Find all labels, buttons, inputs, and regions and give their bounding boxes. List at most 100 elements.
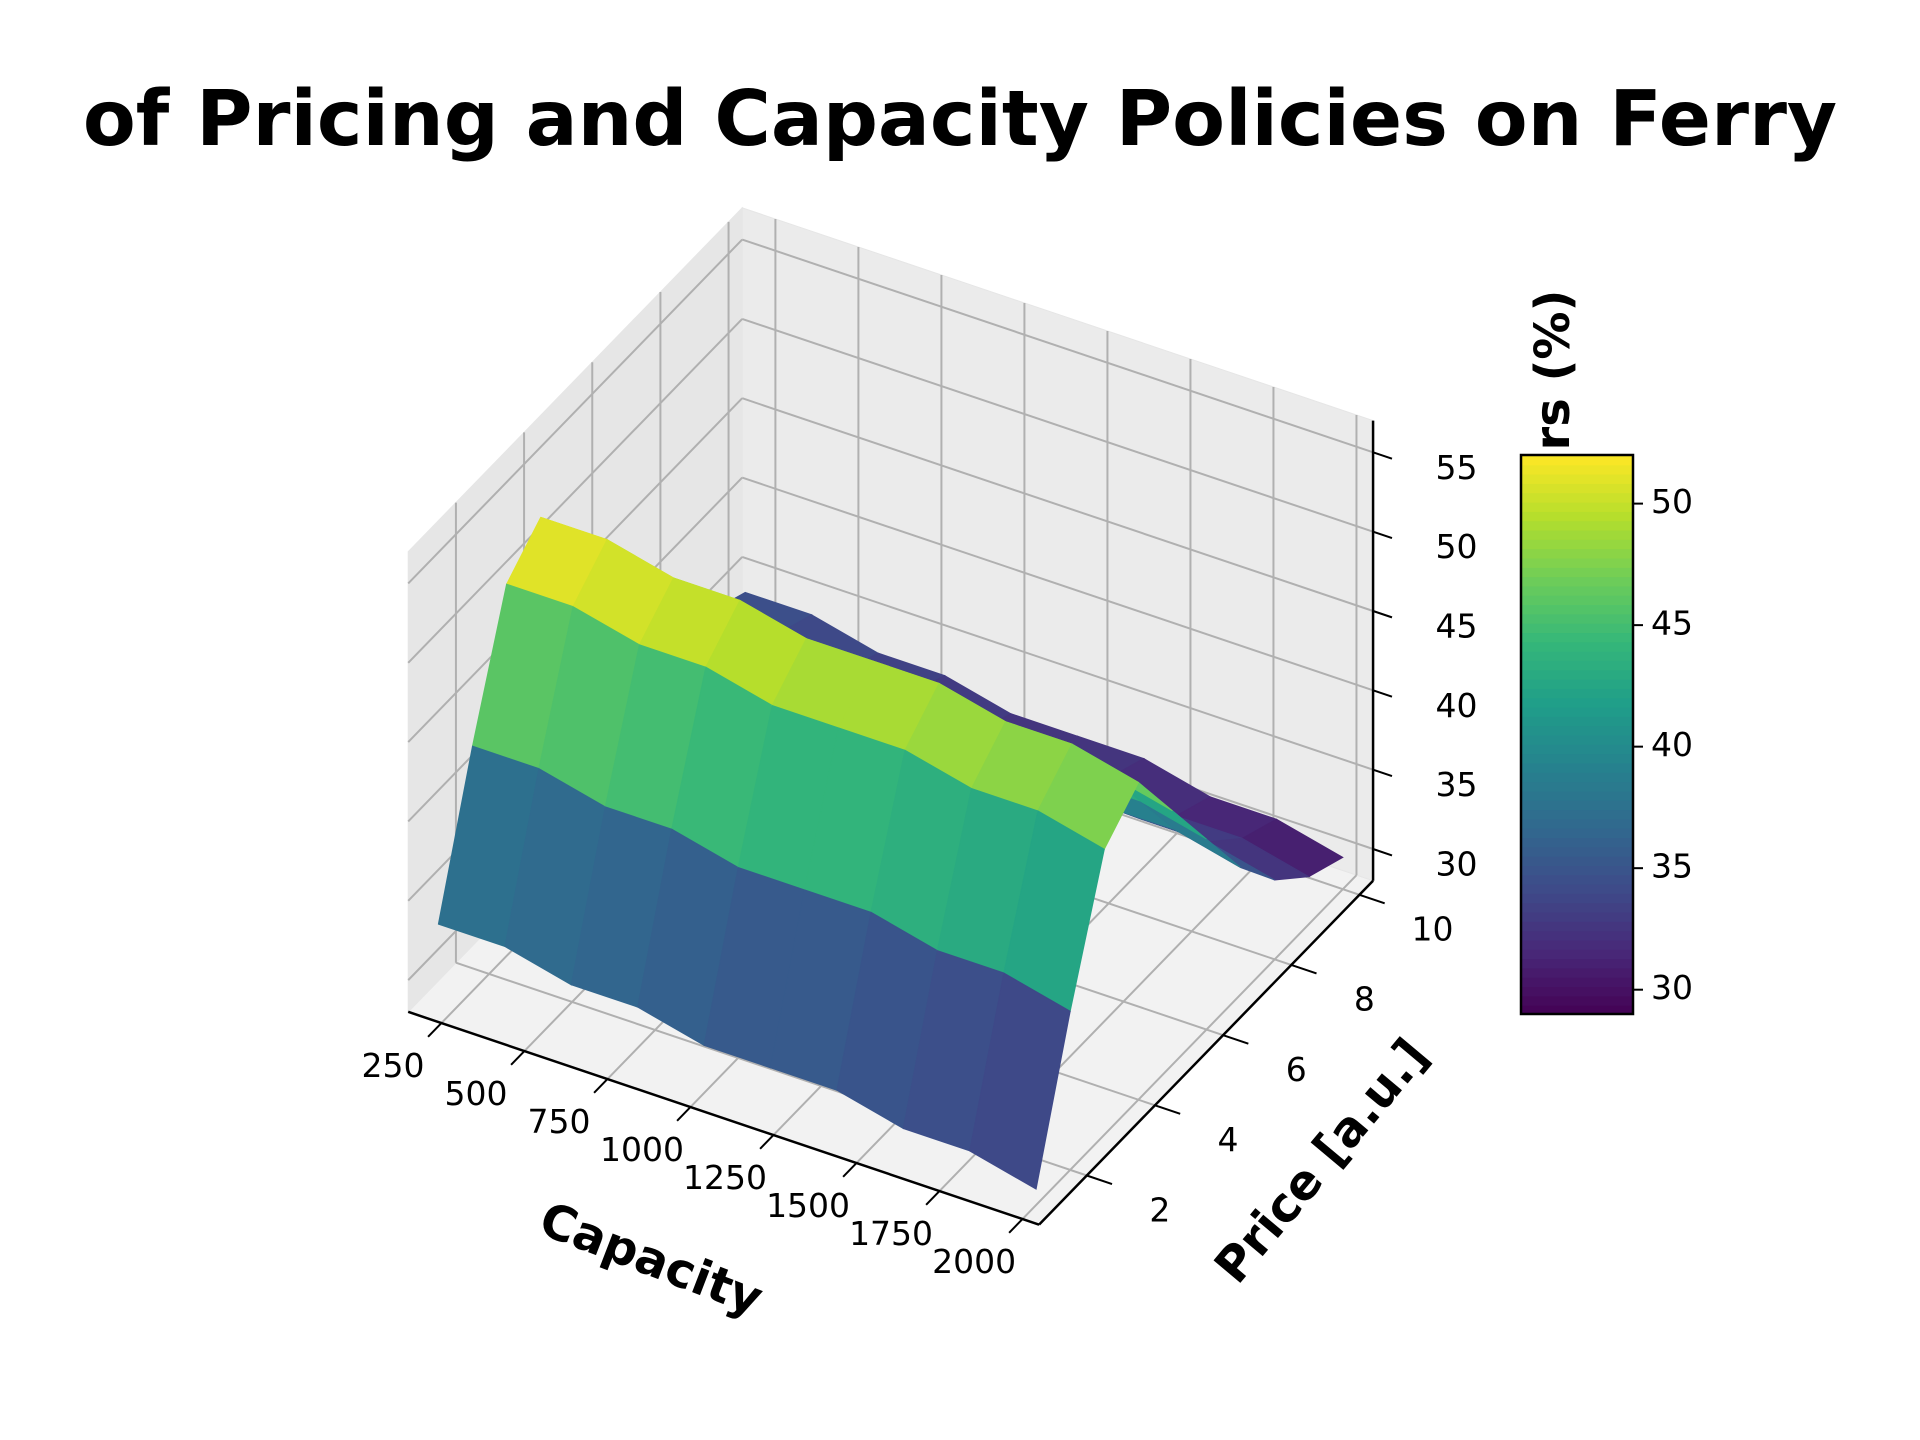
colorbar-segment xyxy=(1521,613,1633,624)
colorbar-segment xyxy=(1521,678,1633,689)
x-tick-label: 1750 xyxy=(849,1214,933,1253)
colorbar-segment xyxy=(1521,762,1633,773)
colorbar-segment xyxy=(1521,687,1633,699)
tick-mark xyxy=(1154,1104,1181,1115)
colorbar-segment xyxy=(1521,799,1633,811)
colorbar-segment xyxy=(1521,864,1633,876)
grid-line xyxy=(407,238,743,585)
colorbar-segment xyxy=(1521,939,1633,950)
colorbar-segment xyxy=(1521,697,1633,708)
colorbar-segment xyxy=(1521,492,1633,503)
y-tick-label: 8 xyxy=(1354,980,1375,1019)
y-tick-label: 2 xyxy=(1149,1190,1170,1229)
colorbar-segment xyxy=(1521,986,1633,997)
colorbar-segment xyxy=(1521,1004,1633,1015)
colorbar-segment xyxy=(1521,790,1633,801)
colorbar-tick-label: 45 xyxy=(1651,604,1693,643)
colorbar-segment xyxy=(1521,930,1633,941)
grid-line xyxy=(741,317,1374,533)
tick-mark xyxy=(1359,893,1385,905)
tick-mark xyxy=(1372,610,1393,619)
colorbar-segment xyxy=(1521,958,1633,969)
colorbar-segment xyxy=(1521,976,1633,988)
colorbar-segment xyxy=(1521,594,1633,606)
tick-mark xyxy=(842,1162,858,1178)
colorbar-segment xyxy=(1521,967,1633,978)
chart-title: of Pricing and Capacity Policies on Ferr… xyxy=(83,75,1837,164)
colorbar-segment xyxy=(1521,473,1633,484)
colorbar-segment xyxy=(1521,995,1633,1006)
colorbar-segment xyxy=(1521,743,1633,755)
colorbar-segment xyxy=(1521,883,1633,894)
colorbar-segment xyxy=(1521,715,1633,727)
colorbar-segment xyxy=(1521,836,1633,848)
grid-line xyxy=(741,555,1374,771)
tick-mark xyxy=(676,1106,692,1122)
y-tick-label: 10 xyxy=(1412,910,1454,949)
x-tick-label: 750 xyxy=(528,1102,591,1141)
colorbar-segment xyxy=(1521,753,1633,764)
z-tick-label: 55 xyxy=(1436,448,1478,487)
grid-line xyxy=(407,318,743,664)
colorbar-segment xyxy=(1521,510,1633,522)
tick-mark xyxy=(925,1190,941,1206)
z-tick-label: 50 xyxy=(1436,527,1478,566)
z-tick-label: 35 xyxy=(1436,765,1478,804)
colorbar-segment xyxy=(1521,548,1633,559)
colorbar-segment xyxy=(1521,892,1633,904)
colorbar-segment xyxy=(1521,781,1633,792)
colorbar-tick-label: 50 xyxy=(1651,482,1693,521)
colorbar-segment xyxy=(1521,622,1633,634)
colorbar-segment xyxy=(1521,604,1633,615)
colorbar-segment xyxy=(1521,557,1633,568)
grid-line xyxy=(741,238,1374,454)
x-tick-label: 500 xyxy=(445,1074,508,1113)
x-tick-label: 2000 xyxy=(932,1242,1016,1281)
axis-line xyxy=(1038,879,1374,1226)
tick-mark xyxy=(759,1134,775,1150)
colorbar-segment xyxy=(1521,576,1633,587)
x-tick-label: 1500 xyxy=(766,1186,850,1225)
grid-line xyxy=(741,397,1374,612)
grid-line xyxy=(1021,874,1358,1220)
axis-line xyxy=(407,1010,1040,1226)
tick-mark xyxy=(1372,530,1393,539)
colorbar-segment xyxy=(1521,585,1633,596)
colorbar-segment xyxy=(1521,734,1633,745)
z-tick-label: 30 xyxy=(1436,845,1478,884)
colorbar-segment xyxy=(1521,948,1633,960)
colorbar-segment xyxy=(1521,464,1633,475)
tick-mark xyxy=(1372,848,1393,857)
colorbar-segment xyxy=(1521,529,1633,540)
colorbar-segment xyxy=(1521,641,1633,652)
tick-mark xyxy=(510,1050,526,1066)
y-tick-label: 4 xyxy=(1218,1120,1239,1159)
tick-mark xyxy=(1290,964,1317,975)
colorbar-segment xyxy=(1521,706,1633,717)
colorbar-tick-label: 30 xyxy=(1651,968,1693,1007)
colorbar-segment xyxy=(1521,520,1633,531)
colorbar-segment xyxy=(1521,725,1633,736)
colorbar-segment xyxy=(1521,855,1633,866)
colorbar-segment xyxy=(1521,659,1633,671)
tick-mark xyxy=(1222,1034,1249,1045)
tick-mark xyxy=(593,1078,609,1094)
colorbar-segment xyxy=(1521,650,1633,661)
colorbar-segment xyxy=(1521,911,1633,922)
tick-mark xyxy=(427,1022,443,1038)
colorbar-segment xyxy=(1521,566,1633,578)
z-tick-label: 45 xyxy=(1436,607,1478,646)
colorbar-label: rs (%) xyxy=(1525,290,1581,451)
z-tick-label: 40 xyxy=(1436,686,1478,725)
colorbar-segment xyxy=(1521,809,1633,820)
colorbar-segment xyxy=(1521,902,1633,913)
colorbar-segment xyxy=(1521,874,1633,885)
colorbar-segment xyxy=(1521,827,1633,838)
tick-mark xyxy=(1008,1218,1024,1234)
colorbar-segment xyxy=(1521,669,1633,680)
surface-patch xyxy=(969,972,1071,1190)
grid-line xyxy=(741,476,1374,692)
colorbar-segment xyxy=(1521,920,1633,932)
colorbar-segment xyxy=(1521,455,1633,466)
